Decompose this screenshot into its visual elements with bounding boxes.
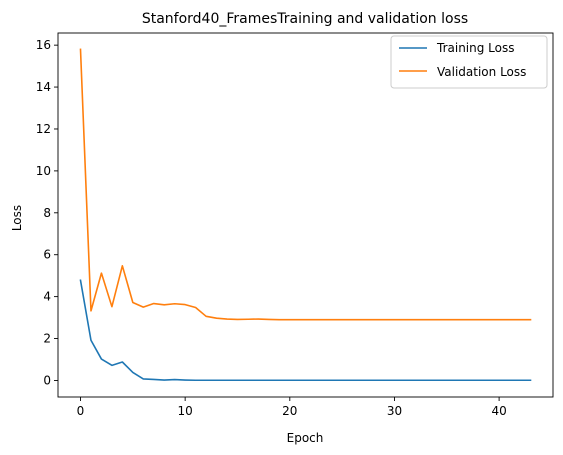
x-axis-label: Epoch (287, 431, 324, 445)
legend-label-training: Training Loss (436, 41, 514, 55)
y-tick-label: 14 (36, 80, 51, 94)
x-tick-label: 20 (282, 404, 297, 418)
y-tick-label: 0 (43, 373, 51, 387)
plot-area: 0 10 20 30 40 0 2 4 6 8 10 12 14 16 (36, 32, 554, 418)
y-tick-label: 2 (43, 332, 51, 346)
chart-title: Stanford40_FramesTraining and validation… (142, 11, 468, 27)
y-tick-label: 6 (43, 248, 51, 262)
y-tick-label: 12 (36, 122, 51, 136)
x-tick-label: 40 (491, 404, 506, 418)
legend-label-validation: Validation Loss (437, 65, 526, 79)
y-tick-label: 16 (36, 38, 51, 52)
legend: Training Loss Validation Loss (390, 35, 548, 89)
x-tick-label: 10 (178, 404, 193, 418)
legend-box (390, 35, 548, 89)
series-line-validation-loss (79, 48, 532, 321)
y-tick-label: 8 (43, 206, 51, 220)
axes-frame (57, 32, 554, 398)
y-axis-label: Loss (10, 205, 24, 231)
y-tick-label: 10 (36, 164, 51, 178)
x-tick-label: 0 (77, 404, 85, 418)
series-line-training-loss (79, 279, 532, 382)
y-tick-label: 4 (43, 290, 51, 304)
x-tick-label: 30 (387, 404, 402, 418)
